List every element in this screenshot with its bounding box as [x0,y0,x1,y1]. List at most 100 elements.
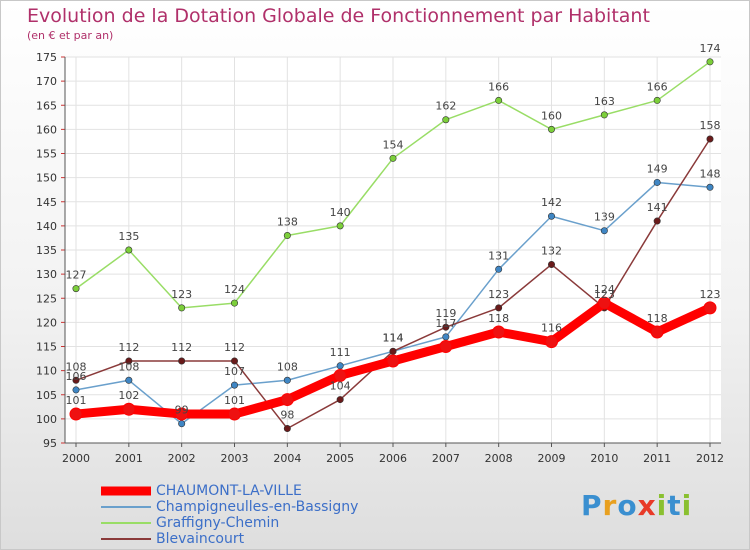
data-point-graffigny-chemin [125,246,133,254]
data-label-blevaincourt: 98 [280,409,294,422]
data-point-blevaincourt [283,425,291,433]
data-point-champigneulles-en-bassigny [336,362,344,370]
data-point-chaumont-la-ville [439,340,453,353]
data-label-graffigny-chemin: 135 [118,230,139,243]
data-label-graffigny-chemin: 127 [66,269,87,282]
data-point-graffigny-chemin [178,304,186,312]
data-point-chaumont-la-ville [280,393,294,407]
data-point-blevaincourt [389,347,397,355]
logo-letter: i [656,489,668,522]
data-label-blevaincourt: 114 [383,331,404,344]
data-point-champigneulles-en-bassigny [495,265,503,273]
x-tick-label: 2004 [273,452,301,465]
data-label-blevaincourt: 108 [66,360,87,373]
data-point-graffigny-chemin [72,285,80,293]
data-label-graffigny-chemin: 138 [277,216,298,229]
data-label-graffigny-chemin: 140 [330,206,351,219]
data-point-chaumont-la-ville [650,325,664,339]
data-point-graffigny-chemin [600,111,608,119]
data-label-blevaincourt: 158 [700,119,721,132]
data-label-champigneulles-en-bassigny: 108 [277,360,298,373]
legend-label: CHAUMONT-LA-VILLE [156,483,302,499]
data-label-graffigny-chemin: 174 [700,42,721,55]
data-point-graffigny-chemin [653,96,661,104]
data-point-chaumont-la-ville [492,325,506,339]
logo-letter: i [681,489,693,522]
x-tick-label: 2010 [590,452,618,465]
data-point-blevaincourt [125,357,133,365]
y-tick-label: 110 [36,365,57,378]
data-point-chaumont-la-ville [228,407,241,421]
x-tick-label: 2008 [485,452,513,465]
data-label-chaumont-la-ville: 124 [594,283,615,296]
data-label-champigneulles-en-bassigny: 114 [383,331,404,344]
data-label-champigneulles-en-bassigny: 142 [541,196,562,209]
y-tick-label: 95 [43,437,57,450]
data-label-chaumont-la-ville: 102 [118,389,139,402]
y-tick-label: 150 [36,172,57,185]
data-label-chaumont-la-ville: 101 [224,394,245,407]
y-tick-label: 100 [36,413,57,426]
data-point-graffigny-chemin [336,222,344,230]
data-label-blevaincourt: 112 [224,341,245,354]
data-point-chaumont-la-ville [333,368,347,382]
data-label-graffigny-chemin: 123 [171,288,192,301]
data-point-blevaincourt [547,260,555,268]
data-label-chaumont-la-ville: 118 [647,312,668,325]
logo-letter: x [637,489,657,522]
data-label-blevaincourt: 104 [330,380,351,393]
x-tick-label: 2012 [696,452,724,465]
data-point-blevaincourt [178,357,186,365]
data-point-champigneulles-en-bassigny [706,183,714,191]
data-point-chaumont-la-ville [122,402,136,416]
data-point-blevaincourt [231,357,239,365]
data-label-graffigny-chemin: 162 [435,100,456,113]
x-tick-label: 2011 [643,452,671,465]
x-tick-label: 2001 [115,452,143,465]
y-tick-label: 120 [36,316,57,329]
data-point-chaumont-la-ville [69,407,83,421]
data-point-graffigny-chemin [389,154,397,162]
legend-label: Blevaincourt [156,531,245,547]
y-tick-label: 175 [36,51,57,64]
data-label-blevaincourt: 123 [594,288,615,301]
x-tick-label: 2000 [62,452,90,465]
data-label-graffigny-chemin: 124 [224,283,245,296]
data-label-blevaincourt: 141 [647,201,668,214]
data-point-blevaincourt [336,396,344,404]
y-tick-label: 105 [36,389,57,402]
data-point-blevaincourt [706,135,714,143]
data-point-champigneulles-en-bassigny [178,420,186,428]
data-point-chaumont-la-ville [545,335,558,349]
logo-letter: o [617,489,638,522]
data-point-chaumont-la-ville [597,296,611,310]
data-label-champigneulles-en-bassigny: 149 [647,162,668,175]
data-point-graffigny-chemin [547,125,555,133]
x-tick-label: 2007 [432,452,460,465]
data-point-blevaincourt [72,376,80,384]
y-tick-label: 155 [36,148,57,161]
legend-swatch [101,522,151,524]
data-point-chaumont-la-ville [386,354,400,368]
data-point-graffigny-chemin [495,96,503,104]
data-label-graffigny-chemin: 166 [647,80,668,93]
data-point-graffigny-chemin [706,58,714,66]
data-label-graffigny-chemin: 160 [541,109,562,122]
data-label-champigneulles-en-bassigny: 139 [594,211,615,224]
logo-letter: r [602,489,618,522]
data-point-graffigny-chemin [283,232,291,240]
y-tick-label: 145 [36,196,57,209]
data-label-graffigny-chemin: 166 [488,80,509,93]
data-point-graffigny-chemin [231,299,239,307]
data-label-champigneulles-en-bassigny: 107 [224,365,245,378]
y-tick-label: 115 [36,341,57,354]
x-tick-label: 2003 [221,452,249,465]
data-label-champigneulles-en-bassigny: 99 [175,404,189,417]
y-tick-label: 135 [36,244,57,257]
data-label-graffigny-chemin: 154 [383,138,404,151]
data-label-champigneulles-en-bassigny: 148 [700,167,721,180]
x-tick-label: 2009 [538,452,566,465]
legend-label: Champigneulles-en-Bassigny [156,499,359,515]
data-point-champigneulles-en-bassigny [442,333,450,341]
